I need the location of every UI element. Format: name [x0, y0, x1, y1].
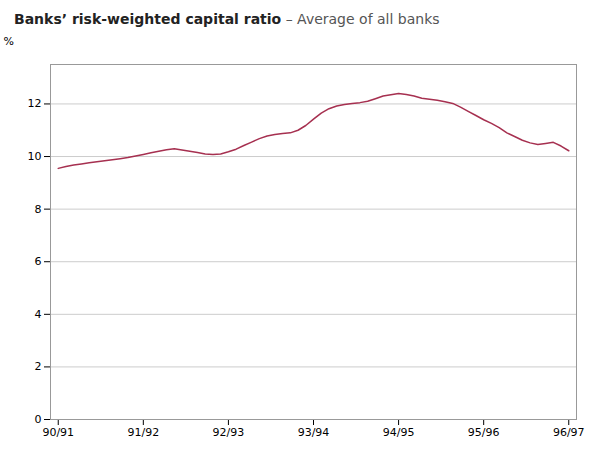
svg-text:4: 4: [35, 308, 42, 321]
svg-text:12: 12: [28, 97, 42, 110]
svg-text:96/97: 96/97: [553, 426, 585, 439]
html-text:Banks’ risk-weighted capital r: Banks’ risk-weighted capital ratio – Ave…: [14, 11, 440, 27]
svg-text:95/96: 95/96: [468, 426, 500, 439]
svg-text:90/91: 90/91: [42, 426, 74, 439]
svg-text:0: 0: [35, 413, 42, 426]
svg-text:93/94: 93/94: [298, 426, 330, 439]
svg-text:91/92: 91/92: [127, 426, 159, 439]
svg-text:6: 6: [35, 255, 42, 268]
svg-text:8: 8: [35, 203, 42, 216]
svg-text:2: 2: [35, 360, 42, 373]
svg-text:%: %: [4, 35, 14, 48]
svg-text:92/93: 92/93: [213, 426, 245, 439]
svg-text:94/95: 94/95: [383, 426, 415, 439]
svg-text:10: 10: [28, 150, 42, 163]
